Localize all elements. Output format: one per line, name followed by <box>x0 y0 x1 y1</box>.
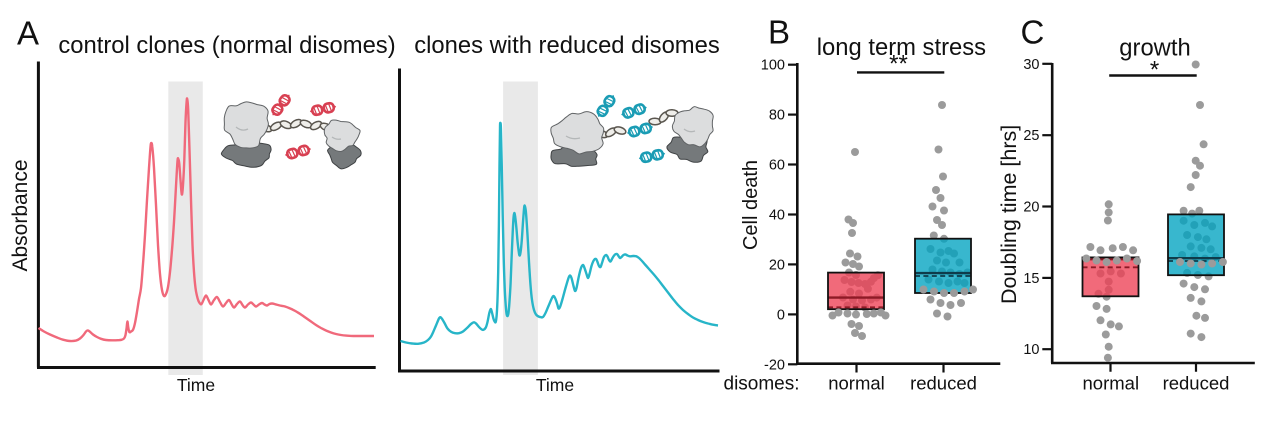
svg-text:80: 80 <box>769 108 785 124</box>
svg-text:growth: growth <box>1119 35 1190 62</box>
svg-text:60: 60 <box>769 158 785 174</box>
svg-text:*: * <box>1150 57 1159 84</box>
svg-text:C: C <box>1021 14 1045 51</box>
svg-text:normal: normal <box>828 373 885 394</box>
svg-text:Doubling time [hrs]: Doubling time [hrs] <box>997 125 1021 304</box>
svg-text:normal: normal <box>1083 373 1140 394</box>
svg-text:0: 0 <box>777 307 785 323</box>
svg-text:Cell death: Cell death <box>740 160 762 250</box>
svg-text:20: 20 <box>769 257 785 273</box>
svg-text:Absorbance: Absorbance <box>9 159 32 271</box>
svg-text:20: 20 <box>1023 200 1039 216</box>
svg-text:100: 100 <box>761 58 785 74</box>
svg-text:Time: Time <box>536 375 574 395</box>
svg-text:**: ** <box>889 51 908 78</box>
svg-text:A: A <box>17 14 39 51</box>
svg-text:B: B <box>768 14 790 51</box>
svg-text:disomes:: disomes: <box>724 374 800 395</box>
svg-text:reduced: reduced <box>910 373 977 394</box>
svg-text:Time: Time <box>177 375 215 395</box>
svg-text:25: 25 <box>1023 128 1039 144</box>
svg-text:reduced: reduced <box>1163 373 1230 394</box>
svg-text:clones with reduced disomes: clones with reduced disomes <box>414 32 720 59</box>
svg-text:-20: -20 <box>764 357 785 373</box>
svg-text:40: 40 <box>769 208 785 224</box>
svg-text:10: 10 <box>1023 342 1039 358</box>
svg-text:15: 15 <box>1023 271 1039 287</box>
svg-text:control clones (normal disomes: control clones (normal disomes) <box>58 32 395 59</box>
svg-text:30: 30 <box>1023 57 1039 73</box>
svg-text:long term stress: long term stress <box>817 34 986 61</box>
